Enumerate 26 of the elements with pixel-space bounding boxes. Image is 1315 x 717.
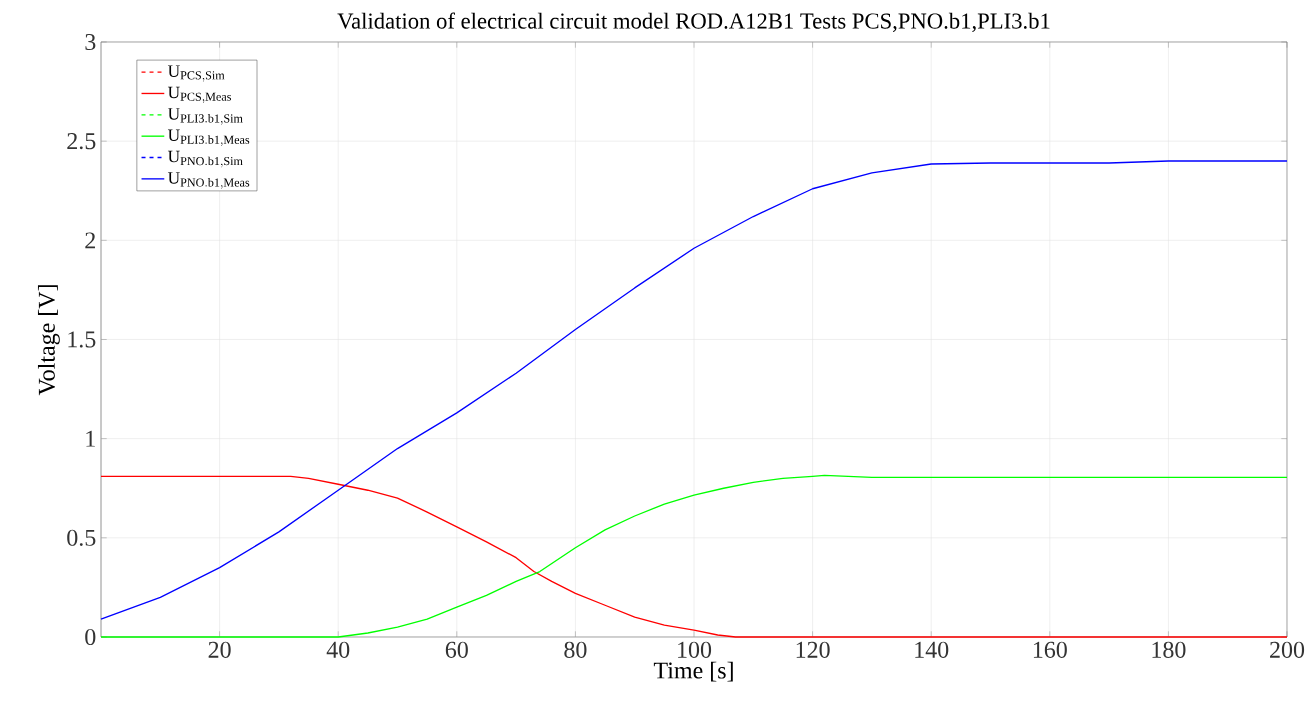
y-tick-label: 1.5 bbox=[68, 331, 96, 348]
x-tick-label: 160 bbox=[1033, 641, 1067, 658]
legend-label: $\mathrm{U}_{\mathrm{PLI3.b1,Meas}}$ bbox=[167, 129, 250, 147]
y-tick-label: 0 bbox=[85, 628, 96, 646]
x-tick-label: 180 bbox=[1152, 641, 1186, 658]
x-axis-title: Time [s] bbox=[653, 661, 733, 682]
y-tick-label: 2 bbox=[85, 232, 95, 249]
x-tick-label: 20 bbox=[208, 641, 231, 658]
legend-label: $\mathrm{U}_{\mathrm{PCS,Sim}}$ bbox=[167, 65, 225, 82]
legend-label: $\mathrm{U}_{\mathrm{PNO.b1,Sim}}$ bbox=[167, 150, 243, 168]
x-tick-label: 60 bbox=[445, 641, 468, 658]
chart-title: Validation of electrical circuit model ROD.A12B1 Tests PCS,PNO.b1,PLI3.b1 bbox=[337, 12, 1050, 32]
y-tick-label: 3 bbox=[85, 33, 96, 51]
legend-label: $\mathrm{U}_{\mathrm{PNO.b1,Meas}}$ bbox=[167, 172, 250, 189]
y-tick-label: 1 bbox=[86, 430, 95, 447]
x-tick-label: 40 bbox=[326, 641, 350, 658]
legend-label: $\mathrm{U}_{\mathrm{PLI3.b1,Sim}}$ bbox=[167, 108, 243, 125]
x-tick-label: 80 bbox=[564, 641, 587, 658]
x-tick-label: 120 bbox=[796, 641, 830, 658]
y-tick-label: 2.5 bbox=[67, 133, 96, 150]
y-tick-label: 0.5 bbox=[67, 529, 96, 546]
y-axis-title: Voltage [V] bbox=[37, 285, 60, 396]
x-tick-label: 200 bbox=[1270, 641, 1305, 658]
x-tick-label: 140 bbox=[915, 641, 949, 658]
legend-label: $\mathrm{U}_{\mathrm{PCS,Meas}}$ bbox=[167, 86, 231, 103]
x-tick-label: 100 bbox=[678, 641, 712, 658]
